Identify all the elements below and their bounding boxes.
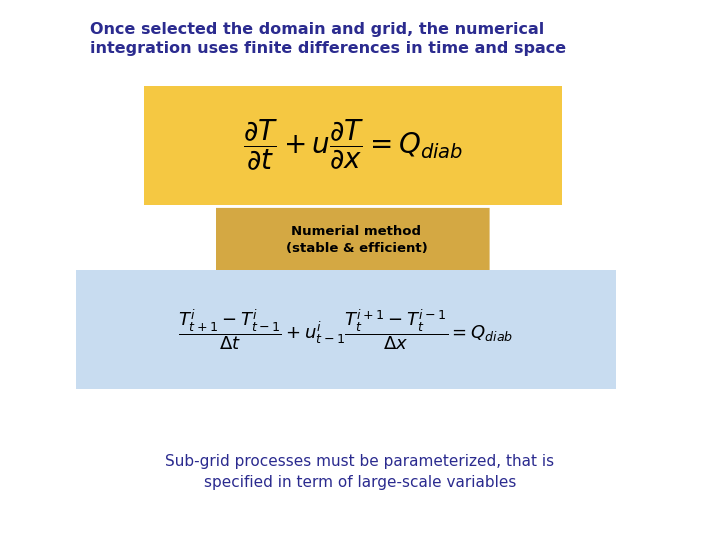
Polygon shape	[155, 273, 558, 316]
FancyBboxPatch shape	[144, 86, 562, 205]
Text: Once selected the domain and grid, the numerical
integration uses finite differe: Once selected the domain and grid, the n…	[90, 22, 566, 56]
Polygon shape	[155, 208, 558, 316]
Text: $\dfrac{\partial T}{\partial t} + u\dfrac{\partial T}{\partial x} = Q_{diab}$: $\dfrac{\partial T}{\partial t} + u\dfra…	[243, 118, 463, 173]
Text: Sub-grid processes must be parameterized, that is
specified in term of large-sca: Sub-grid processes must be parameterized…	[166, 454, 554, 490]
FancyBboxPatch shape	[76, 270, 616, 389]
Text: $\dfrac{T_{t+1}^{i} - T_{t-1}^{i}}{\Delta t} + u_{t-1}^{i}\dfrac{T_{t}^{i+1} - T: $\dfrac{T_{t+1}^{i} - T_{t-1}^{i}}{\Delt…	[178, 307, 513, 352]
Text: Numerial method
(stable & efficient): Numerial method (stable & efficient)	[286, 225, 427, 255]
